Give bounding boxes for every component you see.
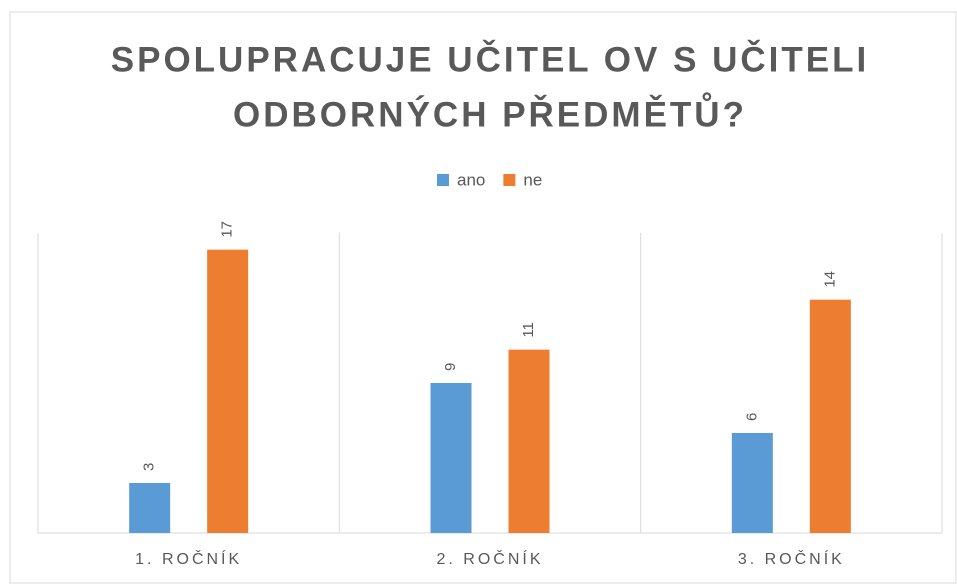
legend-swatch xyxy=(503,174,516,186)
data-label: 11 xyxy=(520,322,537,338)
legend-label: ano xyxy=(457,170,485,189)
x-tick-label: 1. ROČNÍK xyxy=(135,549,242,568)
legend-swatch xyxy=(437,174,449,186)
legend-label: ne xyxy=(523,170,542,189)
x-tick-label: 3. ROČNÍK xyxy=(738,549,845,568)
data-label: 6 xyxy=(743,413,760,421)
chart-title: ODBORNÝCH PŘEDMĚTŮ? xyxy=(233,91,747,134)
bar xyxy=(207,249,249,533)
chart-title: SPOLUPRACUJE UČITEL OV S UČITELI xyxy=(111,39,870,79)
bar xyxy=(430,383,472,533)
x-tick-label: 2. ROČNÍK xyxy=(436,549,543,568)
data-label: 17 xyxy=(219,221,236,238)
bar xyxy=(508,349,550,533)
bar xyxy=(731,433,773,533)
bar xyxy=(809,299,851,533)
data-label: 3 xyxy=(141,463,158,471)
data-label: 9 xyxy=(442,363,459,371)
data-label: 14 xyxy=(821,271,838,288)
bar xyxy=(129,483,171,533)
